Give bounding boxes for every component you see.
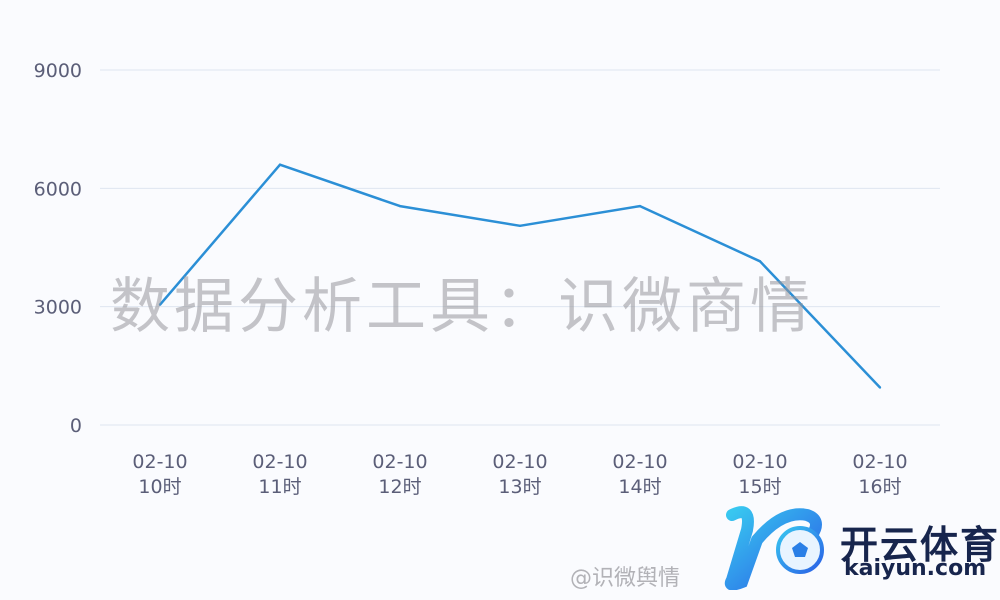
x-tick-label: 10时 <box>138 476 181 498</box>
data-point <box>638 204 642 208</box>
x-tick-label: 02-10 <box>732 451 787 473</box>
logo-overlay-watermark: @识微舆情 <box>570 566 681 591</box>
logo-k-ball-icon <box>724 506 824 590</box>
x-tick-label: 16时 <box>858 476 901 498</box>
x-tick-label: 02-10 <box>132 451 187 473</box>
x-tick-label: 15时 <box>738 476 781 498</box>
y-tick-label: 3000 <box>34 297 82 319</box>
x-tick-label: 11时 <box>258 476 301 498</box>
x-tick-label: 02-10 <box>852 451 907 473</box>
x-tick-label: 02-10 <box>612 451 667 473</box>
data-point <box>278 163 282 166</box>
kaiyun-logo: 开云体育 kaiyun.com <box>712 500 1000 590</box>
data-point <box>758 260 762 263</box>
watermark-text: 数据分析工具：识微商情 <box>110 272 814 342</box>
data-point <box>398 204 402 208</box>
x-tick-label: 02-10 <box>372 451 427 473</box>
x-tick-label: 02-10 <box>252 451 307 473</box>
y-tick-label: 0 <box>70 415 82 437</box>
x-tick-label: 14时 <box>618 476 661 498</box>
y-tick-label: 9000 <box>34 60 82 82</box>
x-tick-label: 02-10 <box>492 451 547 473</box>
logo-url: kaiyun.com <box>844 556 987 581</box>
x-tick-label: 12时 <box>378 476 421 498</box>
data-point <box>158 303 162 306</box>
data-point <box>878 386 882 389</box>
x-tick-label: 13时 <box>498 476 541 498</box>
data-point <box>518 224 522 228</box>
logo-title: 开云体育 <box>840 523 1000 567</box>
y-tick-label: 6000 <box>34 178 82 200</box>
